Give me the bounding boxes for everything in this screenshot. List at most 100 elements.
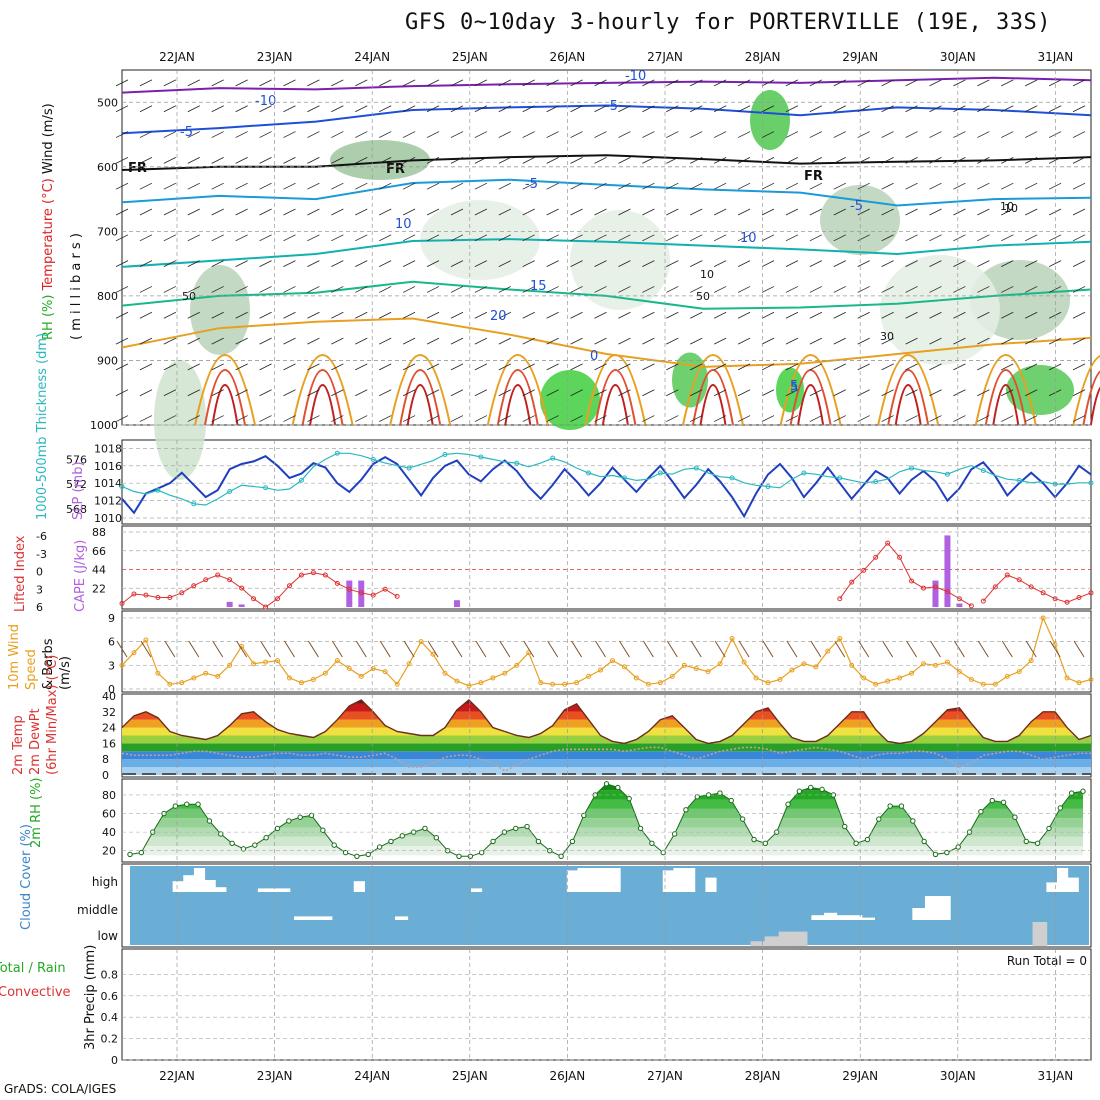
wind-barb — [498, 415, 511, 422]
wind-speed-marker — [980, 681, 986, 687]
wind-barb — [139, 311, 153, 319]
lifted-index-marker — [897, 554, 903, 560]
lifted-index-marker — [143, 592, 149, 598]
wind-speed-marker — [1064, 675, 1070, 681]
wind-barb — [307, 105, 320, 113]
lifted-index-marker — [1028, 584, 1034, 590]
wind-barb — [331, 415, 344, 422]
wind-barb — [833, 415, 846, 422]
wind-barb — [761, 286, 775, 293]
rh-marker — [308, 812, 315, 819]
wind-barb — [211, 389, 224, 397]
wind-barb — [809, 389, 823, 397]
wind-barb — [570, 79, 583, 87]
rh-marker — [739, 816, 746, 822]
wind-barb — [761, 157, 775, 164]
wind-speed-marker — [801, 661, 807, 667]
wind-barb — [834, 640, 846, 658]
wind-barb — [283, 337, 296, 345]
wind-barb — [474, 131, 488, 138]
wind-barb — [139, 234, 153, 242]
wind-barb — [187, 131, 200, 138]
wind-barb — [426, 415, 440, 422]
wind-barb — [642, 79, 655, 87]
wind-barb — [618, 389, 631, 397]
thickness-marker — [334, 450, 340, 456]
wind-barb — [1001, 640, 1013, 658]
surface-isotherm — [797, 384, 825, 426]
cape-bar — [226, 601, 233, 607]
date-label-top: 23JAN — [257, 50, 293, 64]
wind-speed-marker — [322, 670, 328, 676]
wind-barb — [426, 208, 440, 216]
wind-barb — [785, 157, 799, 164]
wind-speed-marker — [430, 651, 436, 657]
wind-speed-marker — [478, 680, 484, 686]
wind-barb — [163, 363, 177, 371]
wind-barb — [594, 363, 607, 371]
wind-barb — [785, 131, 799, 138]
thickness-marker — [729, 475, 735, 481]
cape-bar — [453, 600, 460, 607]
wind-barb — [977, 208, 990, 216]
wind-barb — [522, 131, 535, 138]
wind-barb — [690, 208, 703, 216]
wind-speed-marker — [346, 665, 352, 671]
wind-barb — [474, 389, 488, 397]
wind-barb — [522, 363, 535, 371]
wind-barb — [331, 157, 344, 164]
wind-barb — [953, 79, 966, 87]
thickness-marker — [155, 487, 161, 493]
wind-barb — [594, 105, 607, 113]
wind-barb — [810, 640, 822, 658]
wind-barb — [929, 363, 942, 371]
rh-marker — [365, 851, 371, 858]
rh-marker — [320, 827, 326, 833]
wind-barb — [977, 79, 990, 87]
rh-marker — [581, 812, 587, 819]
wind-barb — [163, 337, 177, 345]
wind-barb — [618, 363, 631, 371]
wind-barb — [1001, 182, 1014, 190]
wind-barb — [546, 105, 559, 113]
wind-barb — [498, 79, 511, 87]
wind-barb — [953, 131, 966, 138]
wind-barb — [355, 363, 368, 371]
cloud-cell — [792, 931, 808, 946]
wind-barb — [379, 363, 392, 371]
temp-line — [121, 699, 1092, 745]
temp-tick-label: 40 — [102, 690, 116, 703]
wind-barb — [450, 79, 464, 87]
wind-barb — [259, 389, 272, 397]
rh-marker — [603, 781, 610, 787]
wind-barb — [402, 105, 416, 113]
panel-frame — [121, 439, 1092, 525]
wind-barb — [260, 640, 271, 658]
wind-barb — [570, 131, 583, 138]
wind-ylabel: 10m Wind Speed & Barbs (m/s) — [7, 624, 73, 690]
wind-tick-label: 6 — [108, 636, 115, 649]
wind-barb — [690, 311, 703, 319]
wind-speed-marker — [956, 669, 962, 675]
wind-barb — [1025, 640, 1037, 658]
wind-barb — [163, 286, 177, 293]
wind-barb — [905, 157, 918, 164]
wind-barb — [331, 131, 344, 138]
wind-barb — [833, 234, 846, 242]
wind-barb — [211, 286, 224, 293]
date-label-top: 28JAN — [745, 50, 781, 64]
wind-barb — [737, 105, 751, 113]
cloud-cell — [778, 931, 794, 946]
wind-barb — [379, 337, 392, 345]
wind-barb — [594, 286, 607, 293]
wind-barb — [1025, 79, 1038, 87]
wind-barb — [498, 105, 511, 113]
wind-barb — [402, 79, 416, 87]
wind-barb — [666, 389, 679, 397]
wind-barb — [785, 105, 799, 113]
rh-marker — [989, 797, 995, 804]
cape-tick-label: 66 — [92, 545, 106, 558]
wind-barb — [235, 415, 248, 422]
wind-barb — [355, 260, 368, 267]
rh-marker — [694, 794, 700, 800]
